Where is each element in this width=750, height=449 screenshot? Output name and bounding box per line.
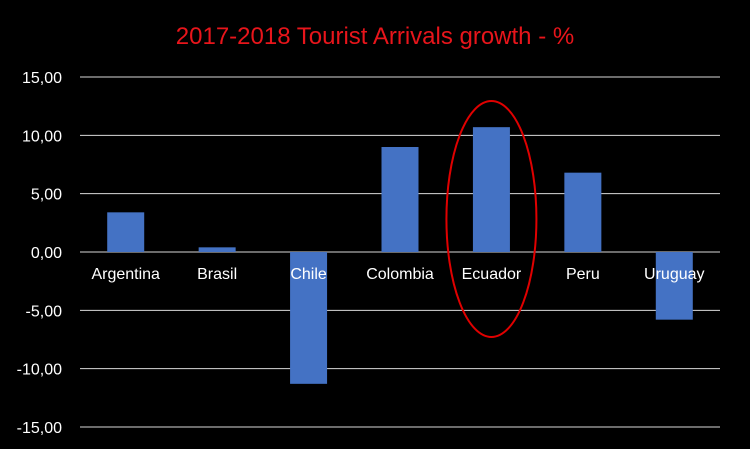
chart-title: 2017-2018 Tourist Arrivals growth - % [176,23,574,50]
bar-colombia [382,147,419,252]
bar-ecuador [473,127,510,252]
y-tick-label: -15,00 [17,420,62,437]
y-tick-label: 5,00 [31,187,62,204]
category-label: Uruguay [644,266,704,283]
y-tick-label: -10,00 [17,362,62,379]
category-label: Argentina [91,266,160,283]
y-tick-label: 10,00 [22,128,62,145]
bar-brasil [199,247,236,252]
bar-peru [564,173,601,252]
bar-uruguay [656,252,693,320]
bar-argentina [107,212,144,252]
y-axis-ticks: 15,00 10,00 5,00 0,00 -5,00 -10,00 -15,00 [17,70,62,437]
category-label: Chile [290,266,327,283]
y-tick-label: -5,00 [26,303,63,320]
category-label: Peru [566,266,600,283]
category-label: Brasil [197,266,237,283]
y-tick-label: 0,00 [31,245,62,262]
category-label: Colombia [366,266,434,283]
category-labels: Argentina Brasil Chile Colombia Ecuador Peru U… [91,266,704,283]
category-label: Ecuador [462,266,522,283]
y-tick-label: 15,00 [22,70,62,87]
bars [107,127,693,384]
